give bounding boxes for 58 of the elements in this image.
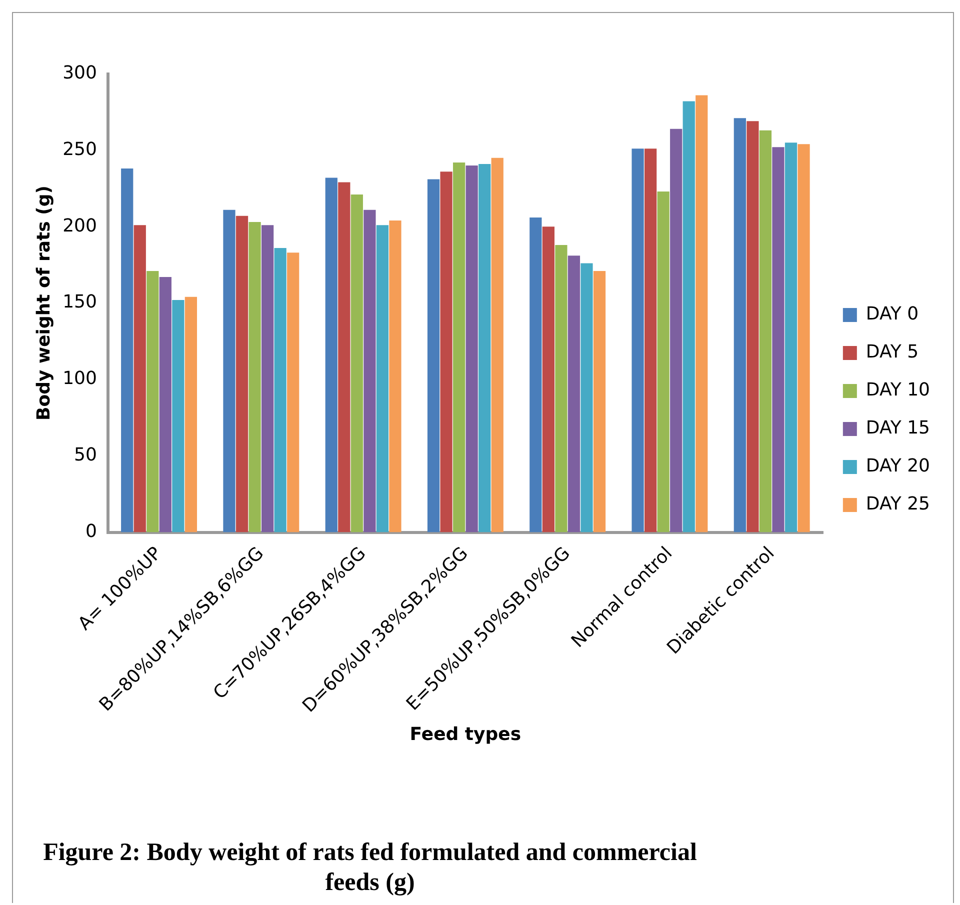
bar: [248, 222, 261, 532]
bar: [530, 217, 542, 532]
y-tick-label: 100: [62, 368, 97, 390]
legend-label: DAY 10: [866, 380, 930, 401]
bar: [364, 210, 376, 532]
bar: [580, 263, 593, 532]
caption: Figure 2: Body weight of rats fed formulated and commercial feeds (g): [42, 838, 698, 898]
y-axis-title: Body weight of rats (g): [33, 186, 54, 421]
bar: [172, 300, 184, 532]
bar: [657, 191, 670, 532]
bar: [452, 162, 466, 532]
bar: [134, 225, 146, 532]
legend-label: DAY 5: [866, 342, 919, 363]
bar: [223, 210, 236, 532]
bar: [478, 164, 491, 532]
legend-label: DAY 15: [866, 418, 930, 439]
bar: [746, 121, 759, 532]
bar: [261, 225, 274, 532]
y-tick-label: 0: [86, 520, 97, 542]
y-tick-label: 250: [62, 138, 97, 160]
x-axis-title: Feed types: [410, 724, 522, 745]
bar: [389, 220, 402, 532]
bar: [466, 165, 478, 532]
bar: [236, 216, 248, 532]
bar: [287, 252, 300, 532]
bar: [146, 270, 159, 532]
bar: [350, 194, 363, 532]
bar: [184, 296, 198, 532]
bar: [632, 148, 644, 532]
bar: [798, 144, 810, 532]
bar: [734, 118, 746, 532]
bar: [121, 168, 134, 532]
bar: [555, 244, 568, 532]
legend-label: DAY 20: [866, 456, 930, 477]
bar: [440, 172, 452, 532]
bar: [325, 178, 338, 532]
y-tick-label: 300: [62, 62, 97, 84]
bar: [159, 277, 172, 532]
legend-label: DAY 0: [866, 304, 919, 325]
y-tick-label: 150: [62, 292, 97, 313]
bar: [644, 148, 657, 532]
legend-label: DAY 25: [866, 494, 930, 515]
bar: [784, 142, 798, 532]
y-tick-label: 50: [74, 444, 97, 466]
bar: [491, 158, 504, 532]
bar: [696, 95, 708, 532]
bar: [759, 130, 772, 532]
bar: [593, 270, 606, 532]
y-tick-label: 200: [62, 215, 97, 236]
bar: [338, 182, 350, 532]
bar: [670, 128, 682, 532]
bar: [274, 248, 286, 532]
bar: [568, 256, 580, 532]
bar: [542, 226, 554, 532]
bar: [427, 179, 440, 532]
bar: [682, 101, 695, 532]
bar: [772, 147, 784, 532]
bar: [376, 225, 389, 532]
